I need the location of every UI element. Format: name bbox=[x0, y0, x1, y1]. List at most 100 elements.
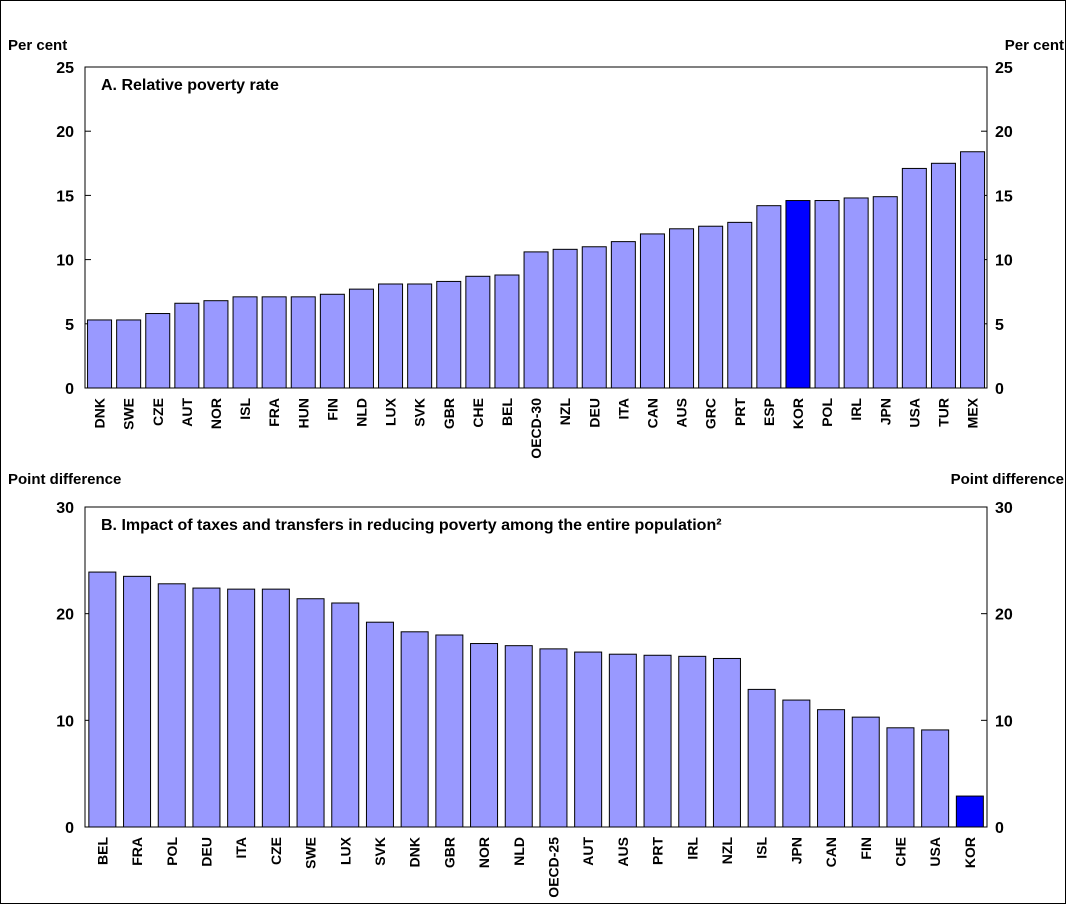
panel-b-bar-pol bbox=[157, 583, 186, 828]
panel-a-category-label: NOR bbox=[208, 398, 224, 429]
panel-a-bar-aut bbox=[174, 302, 200, 389]
panel-b-bar-che bbox=[886, 727, 915, 828]
panel-a-bar-che bbox=[465, 275, 491, 389]
panel-b-bar-ita bbox=[227, 588, 256, 828]
panel-b-bar-dnk bbox=[400, 631, 429, 828]
panel-b-bar-aut bbox=[574, 651, 603, 828]
panel-a-y-tick-label-left: 25 bbox=[56, 60, 74, 77]
panel-b-y-tick-label-left: 10 bbox=[56, 713, 74, 730]
panel-b-y-tick-label-left: 0 bbox=[65, 820, 74, 837]
panel-b-bar-can bbox=[817, 709, 846, 828]
panel-a-category-label: CHE bbox=[470, 398, 486, 428]
panel-a-bar-nzl bbox=[552, 248, 578, 389]
panel-a-bar-dnk bbox=[87, 319, 113, 389]
panel-a-category-label: FRA bbox=[266, 398, 282, 427]
panel-a-bar-irl bbox=[843, 197, 869, 389]
panel-a-category-label: PRT bbox=[732, 398, 748, 426]
panel-a-bar-usa bbox=[901, 167, 927, 389]
panel-a-unit-label-left: Per cent bbox=[8, 37, 67, 54]
panel-a-bar-hun bbox=[290, 296, 316, 389]
panel-a-y-tick-label-right: 5 bbox=[995, 317, 1004, 334]
panel-b-bar-svk bbox=[365, 621, 394, 828]
panel-a-category-label: POL bbox=[819, 398, 835, 427]
panel-b-category-label: DNK bbox=[407, 837, 423, 867]
panel-b-bar-nor bbox=[470, 643, 499, 828]
panel-a-category-label: NLD bbox=[353, 398, 369, 427]
panel-b-category-label: AUS bbox=[615, 837, 631, 867]
panel-b-category-label: CHE bbox=[892, 837, 908, 867]
panel-a-category-label: LUX bbox=[383, 397, 399, 426]
panel-a-title: A. Relative poverty rate bbox=[101, 77, 279, 94]
panel-a-bar-deu bbox=[581, 246, 607, 389]
panel-b-bar-cze bbox=[261, 588, 290, 828]
panel-a-bar-lux bbox=[378, 283, 404, 389]
panel-b-category-label: AUT bbox=[580, 837, 596, 866]
panel-a-category-label: SVK bbox=[412, 398, 428, 427]
panel-a-category-label: BEL bbox=[499, 398, 515, 426]
panel-b-bar-irl bbox=[678, 655, 707, 828]
panel-b-category-label: USA bbox=[927, 837, 943, 867]
panel-b-category-label: SVK bbox=[372, 837, 388, 866]
panel-a-category-label: SWE bbox=[121, 398, 137, 430]
panel-b-category-label: KOR bbox=[962, 837, 978, 868]
panel-b-bar-oecd-25 bbox=[539, 648, 568, 828]
panel-b-category-label: ISL bbox=[754, 837, 770, 859]
panel-a-category-label: ISL bbox=[237, 398, 253, 420]
panel-b-bar-usa bbox=[921, 729, 950, 828]
panel-a-category-label: OECD-30 bbox=[528, 398, 544, 459]
panel-b-category-label: PRT bbox=[650, 837, 666, 865]
panel-a-bar-esp bbox=[756, 205, 782, 389]
panel-a-bar-nor bbox=[203, 300, 229, 389]
panel-b-category-label: CAN bbox=[823, 837, 839, 867]
panel-b-bar-fra bbox=[123, 575, 152, 828]
panel-a-bar-pol bbox=[814, 200, 840, 389]
panel-b-bar-kor bbox=[955, 795, 984, 828]
panel-a-bar-tur bbox=[930, 162, 956, 389]
panel-b-category-label: FIN bbox=[858, 837, 874, 860]
panel-b-y-tick-label-right: 30 bbox=[995, 500, 1013, 517]
panel-b-category-label: DEU bbox=[198, 837, 214, 867]
panel-a-bar-swe bbox=[116, 319, 142, 389]
panel-a-y-tick-label-right: 10 bbox=[995, 253, 1013, 270]
panel-a-y-tick-label-left: 10 bbox=[56, 253, 74, 270]
panel-a-category-label: CZE bbox=[150, 398, 166, 426]
panel-a-unit-label-right: Per cent bbox=[1005, 37, 1064, 54]
panel-a-bar-mex bbox=[960, 151, 986, 389]
panel-a-y-tick-label-right: 0 bbox=[995, 381, 1004, 398]
panel-a-bar-aus bbox=[669, 228, 695, 389]
panel-a-category-label: ITA bbox=[615, 398, 631, 420]
panel-a-category-label: JPN bbox=[877, 398, 893, 425]
panel-b-y-tick-label-left: 30 bbox=[56, 500, 74, 517]
panel-a-category-label: GBR bbox=[441, 398, 457, 429]
panel-a-y-tick-label-left: 15 bbox=[56, 188, 74, 205]
panel-a-bar-gbr bbox=[436, 280, 462, 389]
panel-a-category-label: DNK bbox=[92, 398, 108, 428]
panel-a-y-tick-label-left: 0 bbox=[65, 381, 74, 398]
panel-a-category-label: GRC bbox=[703, 398, 719, 429]
panel-a-bar-fin bbox=[319, 293, 345, 389]
panel-b-category-label: GBR bbox=[441, 837, 457, 868]
panel-b-category-label: POL bbox=[164, 837, 180, 866]
panel-a-y-tick-label-left: 5 bbox=[65, 317, 74, 334]
panel-b-y-tick-label-right: 20 bbox=[995, 607, 1013, 624]
panel-b-title: B. Impact of taxes and transfers in redu… bbox=[101, 517, 722, 534]
panel-b-bar-isl bbox=[747, 688, 776, 828]
panel-a-bar-fra bbox=[261, 296, 287, 389]
panel-b-category-label: OECD-25 bbox=[545, 837, 561, 898]
panel-a-category-label: DEU bbox=[586, 398, 602, 428]
panel-a-bar-nld bbox=[348, 288, 374, 389]
panel-b-plot-frame bbox=[84, 506, 988, 828]
panel-a-category-label: ESP bbox=[761, 398, 777, 426]
panel-a-bar-cze bbox=[145, 313, 171, 389]
panel-b-unit-label-left: Point difference bbox=[8, 471, 121, 488]
panel-a-category-label: IRL bbox=[848, 398, 864, 421]
panel-b-category-label: SWE bbox=[303, 837, 319, 869]
panel-a-y-tick-label-right: 15 bbox=[995, 188, 1013, 205]
panel-a-bar-jpn bbox=[872, 196, 898, 389]
panel-b-category-label: NZL bbox=[719, 837, 735, 865]
panel-b-bar-gbr bbox=[435, 634, 464, 828]
panel-b-y-tick-label-right: 0 bbox=[995, 820, 1004, 837]
panel-b-category-label: FRA bbox=[129, 837, 145, 866]
